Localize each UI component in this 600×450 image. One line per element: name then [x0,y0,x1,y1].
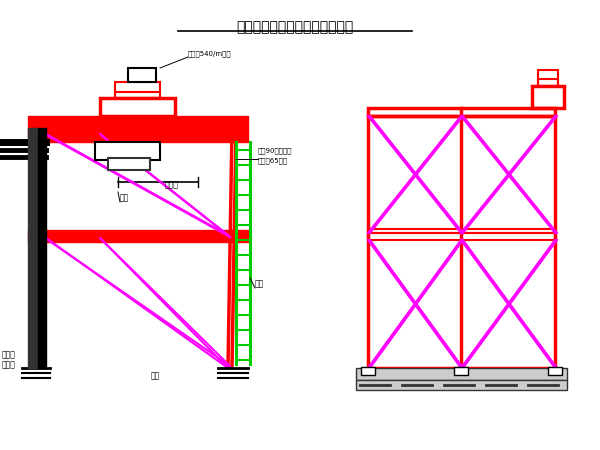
Text: 通风管: 通风管 [2,360,16,369]
Text: 爬梯: 爬梯 [255,279,264,288]
Text: 斜撑: 斜撑 [120,193,129,202]
Bar [356,368,567,380]
Bar [368,233,555,240]
Bar [538,79,558,86]
Bar [115,82,160,98]
Text: 底架: 底架 [151,371,160,380]
Bar [115,92,160,98]
Bar [95,142,160,160]
Text: 简易多功能作业台架结构示意图: 简易多功能作业台架结构示意图 [236,20,353,34]
Bar [28,134,248,142]
Bar [28,235,248,242]
Bar [128,68,156,82]
Text: 套直径65钢管: 套直径65钢管 [258,158,288,164]
Bar [28,128,38,368]
Bar [38,128,46,368]
Bar [538,70,558,86]
Bar [28,230,248,235]
Bar [361,367,375,375]
Text: 分水器: 分水器 [103,139,117,148]
Bar [368,108,555,116]
Text: 直径90钢管，内: 直径90钢管，内 [258,148,293,154]
Bar [356,380,567,390]
Text: 通水管: 通水管 [2,351,16,360]
Bar [368,116,555,368]
Text: 小省内540/m轮机: 小省内540/m轮机 [188,50,232,57]
Bar [28,126,248,134]
Bar [108,158,150,170]
Bar [368,229,555,233]
Bar [454,367,468,375]
Bar [100,98,175,116]
Bar [28,116,248,126]
Bar [532,86,564,108]
Text: 分风器: 分风器 [165,180,179,189]
Bar [548,367,562,375]
